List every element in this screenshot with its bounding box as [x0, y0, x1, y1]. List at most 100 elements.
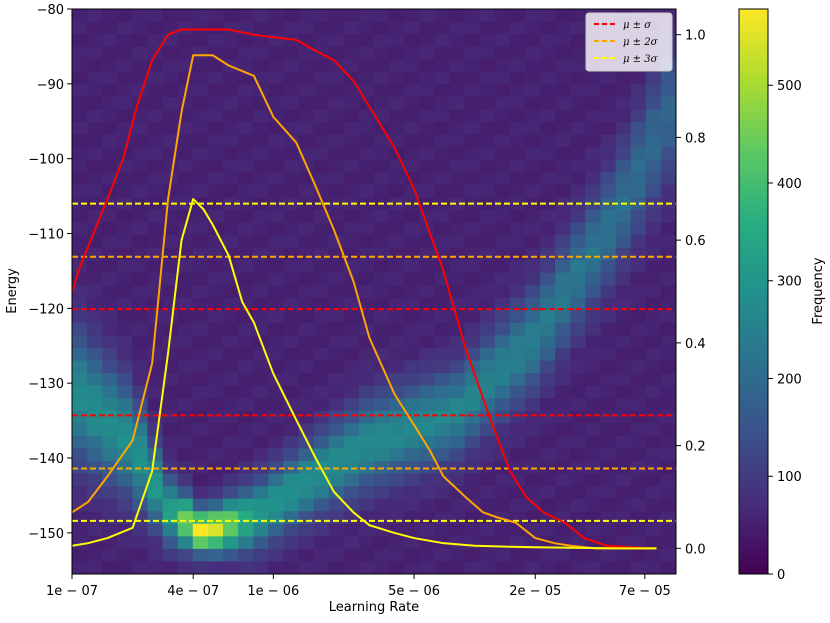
- heatmap-cell: [192, 410, 209, 424]
- heatmap-cell: [494, 385, 511, 399]
- heatmap-cell: [585, 373, 602, 387]
- heatmap-cell: [298, 235, 315, 249]
- heatmap-cell: [87, 134, 103, 148]
- heatmap-cell: [449, 410, 466, 424]
- heatmap-cell: [600, 486, 617, 500]
- heatmap-cell: [358, 172, 375, 186]
- heatmap-cell: [494, 184, 511, 198]
- heatmap-cell: [525, 59, 541, 73]
- heatmap-cell: [509, 335, 526, 349]
- heatmap-cell: [358, 122, 375, 136]
- heatmap-cell: [374, 109, 390, 123]
- heatmap-cell: [449, 435, 466, 450]
- heatmap-cell: [509, 548, 526, 563]
- heatmap-cell: [87, 184, 103, 198]
- heatmap-cell: [207, 486, 224, 500]
- heatmap-cell: [509, 360, 526, 374]
- heatmap-cell: [509, 159, 526, 173]
- heatmap-cell: [207, 310, 224, 324]
- heatmap-cell: [555, 435, 571, 450]
- heatmap-cell: [238, 122, 254, 136]
- heatmap-cell: [253, 561, 269, 574]
- heatmap-cell: [207, 59, 224, 73]
- heatmap-cell: [419, 511, 435, 525]
- heatmap-cell: [72, 122, 88, 136]
- heatmap-cell: [102, 561, 118, 574]
- heatmap-cell: [419, 21, 435, 35]
- heatmap-cell: [238, 410, 254, 424]
- heatmap-cell: [72, 46, 88, 60]
- heatmap-cell: [117, 385, 133, 399]
- heatmap-cell: [630, 536, 647, 550]
- heatmap-cell: [389, 272, 405, 286]
- heatmap-cell: [540, 373, 556, 387]
- heatmap-cell: [645, 260, 662, 274]
- heatmap-cell: [313, 398, 330, 412]
- heatmap-cell: [540, 159, 556, 173]
- heatmap-cell: [509, 71, 526, 85]
- colorbar-tick-label: 500: [777, 79, 802, 94]
- heatmap-cell: [177, 335, 194, 349]
- heatmap-cell: [238, 134, 254, 148]
- heatmap-cell: [268, 21, 284, 35]
- heatmap-cell: [555, 322, 571, 337]
- heatmap-cell: [630, 435, 647, 450]
- heatmap-cell: [328, 360, 345, 374]
- heatmap-cell: [525, 398, 541, 412]
- heatmap-cell: [434, 322, 451, 337]
- heatmap-cell: [117, 96, 133, 111]
- heatmap-cell: [404, 486, 420, 500]
- heatmap-cell: [404, 197, 420, 211]
- heatmap-cell: [404, 122, 420, 136]
- heatmap-cell: [404, 34, 420, 48]
- heatmap-cell: [615, 348, 632, 362]
- heatmap-cell: [630, 423, 647, 437]
- heatmap-cell: [509, 235, 526, 249]
- heatmap-cell: [404, 297, 420, 311]
- heatmap-cell: [313, 59, 330, 73]
- heatmap-cell: [570, 548, 586, 563]
- heatmap-cell: [87, 260, 103, 274]
- heatmap-cell: [117, 548, 133, 563]
- heatmap-cell: [404, 498, 420, 512]
- heatmap-cell: [192, 222, 209, 236]
- heatmap-cell: [509, 322, 526, 337]
- heatmap-cell: [660, 498, 676, 512]
- heatmap-cell: [283, 285, 300, 299]
- heatmap-cell: [253, 398, 269, 412]
- heatmap-cell: [253, 310, 269, 324]
- heatmap-cell: [509, 398, 526, 412]
- heatmap-cell: [253, 209, 269, 224]
- heatmap-cell: [630, 71, 647, 85]
- x-tick-label: 7e − 05: [619, 584, 671, 599]
- heatmap-cell: [509, 297, 526, 311]
- heatmap-cell: [374, 322, 390, 337]
- heatmap-cell: [147, 310, 164, 324]
- heatmap-cell: [87, 172, 103, 186]
- heatmap-cell: [358, 134, 375, 148]
- heatmap-cell: [117, 461, 133, 475]
- colorbar-tick-label: 400: [777, 177, 802, 192]
- heatmap-cell: [570, 9, 586, 23]
- heatmap-cell: [404, 272, 420, 286]
- heatmap-cell: [162, 385, 179, 399]
- heatmap-cell: [283, 385, 300, 399]
- heatmap-cell: [449, 222, 466, 236]
- heatmap-cell: [404, 561, 420, 574]
- heatmap-cell: [192, 523, 209, 537]
- heatmap-cell: [434, 184, 451, 198]
- heatmap-cell: [600, 159, 617, 173]
- heatmap-cell: [464, 297, 481, 311]
- heatmap-cell: [117, 272, 133, 286]
- heatmap-cell: [253, 122, 269, 136]
- heatmap-cell: [283, 473, 300, 487]
- heatmap-cell: [268, 222, 284, 236]
- heatmap-cell: [298, 373, 315, 387]
- heatmap-cell: [449, 46, 466, 60]
- legend-label: μ ± σ: [623, 20, 652, 31]
- heatmap-cell: [283, 322, 300, 337]
- heatmap-cell: [177, 297, 194, 311]
- heatmap-cell: [298, 348, 315, 362]
- heatmap-cell: [102, 435, 118, 450]
- heatmap-cell: [449, 423, 466, 437]
